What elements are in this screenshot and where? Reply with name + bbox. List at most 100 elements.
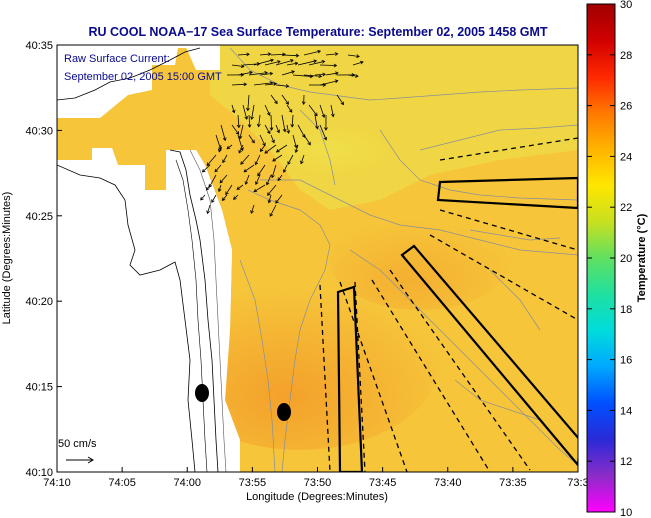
current-vector-shaft: [297, 60, 317, 66]
current-vector-shaft: [303, 134, 311, 145]
current-vector-head: [274, 100, 278, 105]
current-vector-shaft: [275, 124, 280, 133]
current-vector-head: [273, 82, 277, 86]
current-vector-head: [290, 59, 294, 63]
current-vector-head: [335, 71, 339, 76]
current-vector-head: [214, 168, 219, 173]
y-tick-label: 40:20: [25, 296, 53, 308]
current-vector-shaft: [286, 104, 293, 113]
station-dot-1: [195, 384, 209, 402]
colorbar-tick-label: 10: [620, 507, 632, 518]
current-vector-shaft: [237, 114, 240, 128]
current-vector-shaft: [215, 134, 222, 150]
x-tick-label: 73:55: [239, 477, 267, 489]
y-tick-label: 40:30: [25, 125, 53, 137]
current-vector-head: [253, 188, 258, 192]
colorbar-tick-label: 24: [620, 151, 632, 163]
current-vector-shaft: [200, 194, 206, 201]
current-vector-shaft: [226, 144, 233, 150]
current-vector-shaft: [319, 80, 338, 86]
current-vector-shaft: [300, 154, 305, 164]
current-vector-shaft: [264, 61, 281, 66]
colorbar-tick-label: 30: [620, 0, 632, 11]
current-vector-head: [277, 60, 281, 64]
current-vector-shaft: [325, 72, 339, 76]
current-vector-head: [269, 127, 274, 131]
current-vector-shaft: [277, 174, 283, 181]
current-vector-head: [240, 72, 245, 77]
current-vector-head: [249, 70, 253, 75]
current-vector-shaft: [231, 124, 239, 135]
current-vector-shaft: [220, 124, 226, 141]
x-tick-label: 73:3: [567, 477, 588, 489]
current-vector-shaft: [352, 61, 364, 66]
current-vector-head: [294, 61, 299, 66]
sandy-hook-2: [175, 159, 208, 472]
current-vector-shaft: [248, 72, 268, 76]
current-vector-head: [318, 74, 323, 79]
current-vector-head: [201, 168, 206, 173]
current-vector-head: [288, 109, 293, 113]
colorbar-tick-label: 12: [620, 456, 632, 468]
current-vector-shaft: [238, 144, 244, 154]
current-vector-shaft: [271, 164, 277, 178]
current-vector-shaft: [336, 94, 344, 105]
current-vector-shaft: [286, 124, 290, 134]
current-vector-shaft: [208, 174, 217, 188]
current-vector-head: [334, 79, 339, 84]
current-vector-head: [206, 210, 210, 215]
current-vector-head: [257, 172, 261, 177]
current-vector-head: [218, 146, 222, 151]
current-vector-head: [267, 52, 272, 57]
colorbar-label: Temperature (°C): [636, 213, 648, 302]
current-vector-shaft: [264, 144, 277, 154]
current-vector-shaft: [266, 174, 272, 185]
current-vector-shaft: [275, 194, 283, 204]
current-vector-shaft: [264, 104, 271, 116]
land-patch-nw: [98, 62, 152, 118]
current-vector-head: [295, 53, 300, 58]
current-vector-head: [323, 136, 328, 141]
current-vector-shaft: [251, 104, 255, 120]
current-vector-head: [221, 197, 226, 201]
bay-shoreline: [57, 164, 196, 472]
current-vector-shaft: [258, 114, 261, 127]
current-vector-shaft: [347, 74, 359, 77]
current-vector-head: [294, 149, 299, 154]
nearshore-contour: [189, 149, 227, 472]
current-vector-head: [206, 186, 210, 191]
current-vector-head: [333, 63, 338, 68]
current-vector-shaft: [253, 82, 273, 86]
current-vector-shaft: [248, 114, 251, 128]
current-vector-head: [266, 112, 271, 116]
current-vector-shaft: [254, 154, 261, 165]
current-vector-shaft: [270, 94, 278, 104]
current-vector-shaft: [267, 184, 277, 196]
map-plot-area: [57, 45, 578, 472]
current-vector-head: [238, 149, 242, 154]
current-vector-head: [330, 113, 335, 118]
current-vector-head: [315, 125, 319, 130]
current-vector-head: [256, 123, 261, 128]
current-vector-shaft: [207, 204, 211, 214]
current-vector-shaft: [206, 184, 211, 191]
current-vector-head: [254, 161, 259, 166]
colorbar-tick-label: 28: [620, 50, 632, 62]
current-vector-head: [301, 101, 306, 105]
current-vector-shaft: [303, 50, 321, 56]
y-tick-label: 40:35: [25, 40, 53, 52]
current-vector-shaft: [248, 134, 255, 144]
current-vector-shaft: [242, 104, 248, 120]
x-tick-label: 73:50: [304, 477, 332, 489]
x-tick-label: 74:10: [43, 477, 71, 489]
y-tick-label: 40:10: [25, 467, 53, 479]
current-vector-shaft: [259, 53, 271, 56]
current-vector-head: [243, 168, 248, 173]
current-vector-shaft: [237, 71, 253, 76]
radar-dashed-lines: [319, 137, 578, 472]
current-vector-shaft: [303, 74, 322, 77]
current-vector-shaft: [272, 154, 283, 162]
current-vector-head: [218, 148, 222, 153]
current-vector-head: [255, 181, 259, 186]
current-vector-head: [283, 169, 287, 173]
